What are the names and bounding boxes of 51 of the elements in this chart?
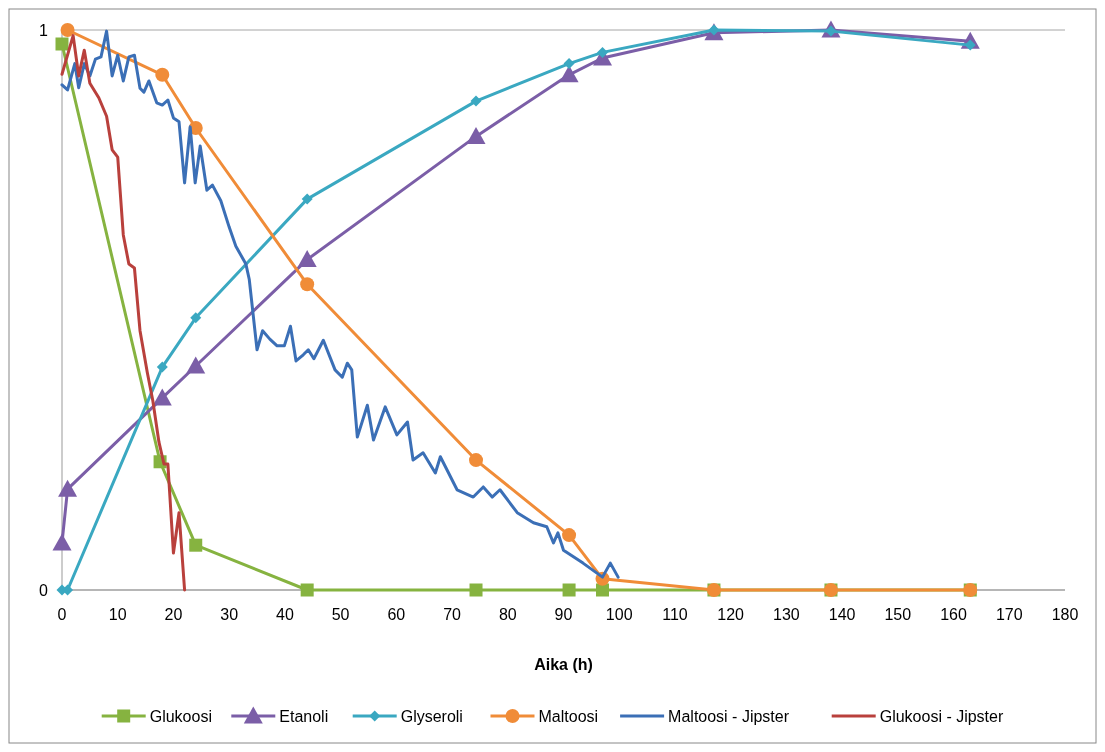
x-tick-label: 0 [57, 606, 67, 623]
point [301, 193, 313, 205]
x-tick-label: 70 [443, 606, 462, 623]
point [300, 583, 314, 597]
legend-label: Glukoosi [149, 707, 212, 725]
point [190, 312, 202, 324]
x-tick-label: 140 [828, 606, 856, 623]
legend-label: Glyseroli [400, 707, 463, 725]
x-tick-label: 150 [884, 606, 912, 623]
point [562, 528, 577, 543]
x-tick-label: 30 [220, 606, 239, 623]
point [469, 583, 483, 597]
point [466, 126, 486, 144]
x-tick-label: 130 [773, 606, 800, 623]
point [186, 356, 206, 374]
point [52, 533, 72, 551]
point [562, 583, 576, 597]
x-tick-label: 180 [1051, 606, 1079, 623]
point [300, 277, 315, 292]
point [559, 65, 579, 83]
point [297, 250, 317, 268]
point [563, 58, 575, 70]
point [156, 361, 168, 373]
x-tick-label: 60 [387, 606, 406, 623]
x-tick-label: 10 [108, 606, 127, 623]
point [155, 67, 170, 82]
x-axis-title: Aika (h) [534, 656, 593, 673]
x-tick-label: 40 [275, 606, 294, 623]
point [58, 479, 78, 497]
point [596, 583, 610, 597]
x-tick-label: 100 [605, 606, 633, 623]
point [597, 46, 609, 58]
x-tick-label: 160 [940, 606, 967, 623]
x-tick-label: 50 [331, 606, 350, 623]
x-tick-label: 170 [995, 606, 1023, 623]
point [152, 388, 172, 406]
point [55, 37, 69, 51]
x-tick-label: 80 [498, 606, 517, 623]
y-tick-label: 1 [39, 21, 49, 39]
legend-label: Maltoosi [538, 707, 599, 725]
legend-label: Etanoli [279, 707, 329, 725]
point [470, 95, 482, 107]
x-tick-label: 120 [717, 606, 745, 623]
x-tick-label: 90 [554, 606, 573, 623]
x-tick-label: 110 [662, 606, 688, 623]
legend-label: Maltoosi - Jipster [668, 707, 790, 725]
x-tick-label: 20 [164, 606, 183, 623]
legend-label: Glukoosi - Jipster [879, 707, 1004, 725]
point [189, 538, 203, 552]
point [469, 453, 484, 468]
point [60, 23, 75, 37]
